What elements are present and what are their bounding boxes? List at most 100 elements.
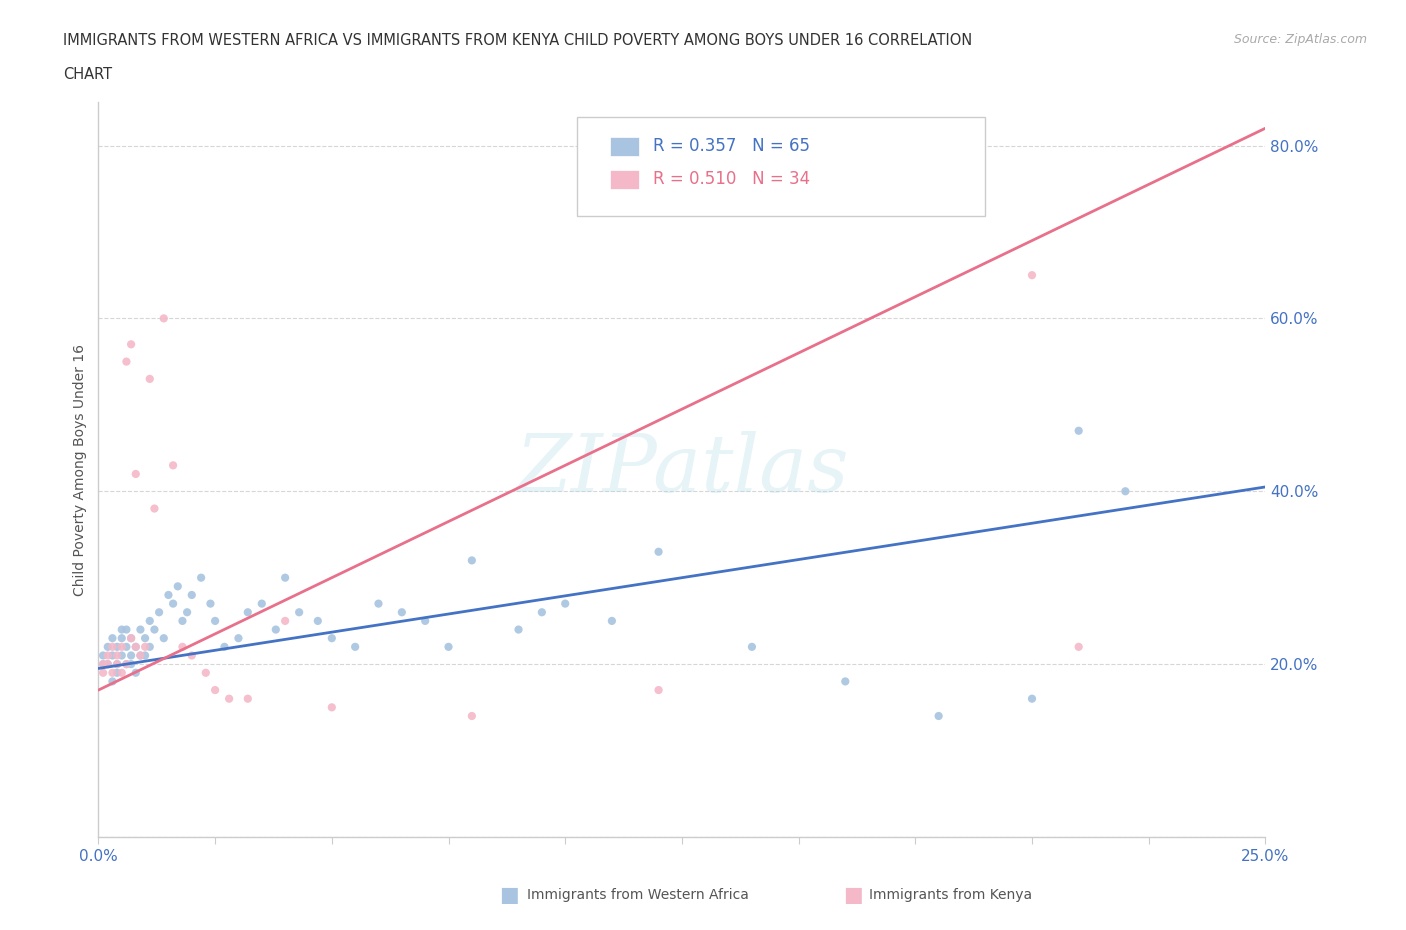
Point xyxy=(91,665,114,680)
Point xyxy=(176,604,198,619)
Point xyxy=(204,614,226,629)
Y-axis label: Child Poverty Among Boys Under 16: Child Poverty Among Boys Under 16 xyxy=(73,344,87,595)
Point xyxy=(554,596,576,611)
Point xyxy=(180,648,202,663)
Point xyxy=(125,640,148,655)
Point xyxy=(143,501,166,516)
Point xyxy=(120,648,142,663)
Point xyxy=(741,640,763,655)
Point xyxy=(91,657,114,671)
Point xyxy=(97,657,120,671)
Point xyxy=(101,631,124,645)
Point xyxy=(152,311,174,325)
Point xyxy=(1021,691,1043,706)
Point xyxy=(413,614,436,629)
Point xyxy=(129,648,152,663)
Point xyxy=(101,665,124,680)
Point xyxy=(134,631,156,645)
Point xyxy=(91,648,114,663)
Point xyxy=(307,614,329,629)
Point xyxy=(166,578,188,593)
Point xyxy=(200,596,222,611)
Point xyxy=(1067,640,1090,655)
Point xyxy=(1067,423,1090,438)
Point xyxy=(115,354,138,369)
Point xyxy=(172,640,194,655)
Point xyxy=(214,640,236,655)
Point xyxy=(194,665,217,680)
Point xyxy=(1021,268,1043,283)
Text: Immigrants from Western Africa: Immigrants from Western Africa xyxy=(527,887,749,902)
Point xyxy=(105,657,128,671)
Point xyxy=(120,337,142,352)
Point xyxy=(111,631,134,645)
Point xyxy=(101,674,124,689)
Text: ZIPatlas: ZIPatlas xyxy=(515,431,849,509)
Point xyxy=(218,691,240,706)
Point xyxy=(111,648,134,663)
Point xyxy=(530,604,553,619)
Point xyxy=(288,604,311,619)
Point xyxy=(461,553,484,568)
Point xyxy=(148,604,170,619)
Point xyxy=(125,665,148,680)
Text: R = 0.357   N = 65: R = 0.357 N = 65 xyxy=(652,138,810,155)
Point xyxy=(139,371,162,386)
Point xyxy=(101,640,124,655)
Text: ■: ■ xyxy=(844,884,863,905)
Point xyxy=(461,709,484,724)
Point xyxy=(115,622,138,637)
Point xyxy=(172,614,194,629)
Point xyxy=(600,614,623,629)
Point xyxy=(228,631,250,645)
Point xyxy=(101,648,124,663)
Point xyxy=(105,657,128,671)
Point xyxy=(115,657,138,671)
Point xyxy=(111,665,134,680)
Point xyxy=(120,631,142,645)
Point xyxy=(344,640,367,655)
Point xyxy=(274,570,297,585)
Point xyxy=(321,700,343,715)
Point xyxy=(250,596,273,611)
Text: CHART: CHART xyxy=(63,67,112,82)
Point xyxy=(508,622,530,637)
Text: IMMIGRANTS FROM WESTERN AFRICA VS IMMIGRANTS FROM KENYA CHILD POVERTY AMONG BOYS: IMMIGRANTS FROM WESTERN AFRICA VS IMMIGR… xyxy=(63,33,973,47)
Point xyxy=(367,596,389,611)
Point xyxy=(134,648,156,663)
Point xyxy=(190,570,212,585)
Point xyxy=(97,640,120,655)
Point xyxy=(143,622,166,637)
Point xyxy=(125,640,148,655)
Point xyxy=(834,674,856,689)
Point xyxy=(139,640,162,655)
Text: R = 0.510   N = 34: R = 0.510 N = 34 xyxy=(652,170,810,189)
Text: Source: ZipAtlas.com: Source: ZipAtlas.com xyxy=(1233,33,1367,46)
Point xyxy=(105,665,128,680)
Point xyxy=(111,640,134,655)
Point xyxy=(437,640,460,655)
FancyBboxPatch shape xyxy=(610,170,638,189)
Point xyxy=(157,588,180,603)
Point xyxy=(97,657,120,671)
Point xyxy=(647,544,669,559)
Point xyxy=(134,640,156,655)
Point xyxy=(236,691,259,706)
Point xyxy=(129,648,152,663)
Point xyxy=(321,631,343,645)
Point xyxy=(139,614,162,629)
Point xyxy=(105,640,128,655)
Point xyxy=(1114,484,1136,498)
FancyBboxPatch shape xyxy=(610,138,638,155)
Point xyxy=(162,458,184,472)
Point xyxy=(120,631,142,645)
Point xyxy=(180,588,202,603)
Point xyxy=(125,467,148,482)
Point xyxy=(391,604,413,619)
Point xyxy=(264,622,287,637)
Point xyxy=(129,622,152,637)
Point xyxy=(928,709,950,724)
Point xyxy=(115,657,138,671)
Point xyxy=(115,640,138,655)
Point xyxy=(120,657,142,671)
